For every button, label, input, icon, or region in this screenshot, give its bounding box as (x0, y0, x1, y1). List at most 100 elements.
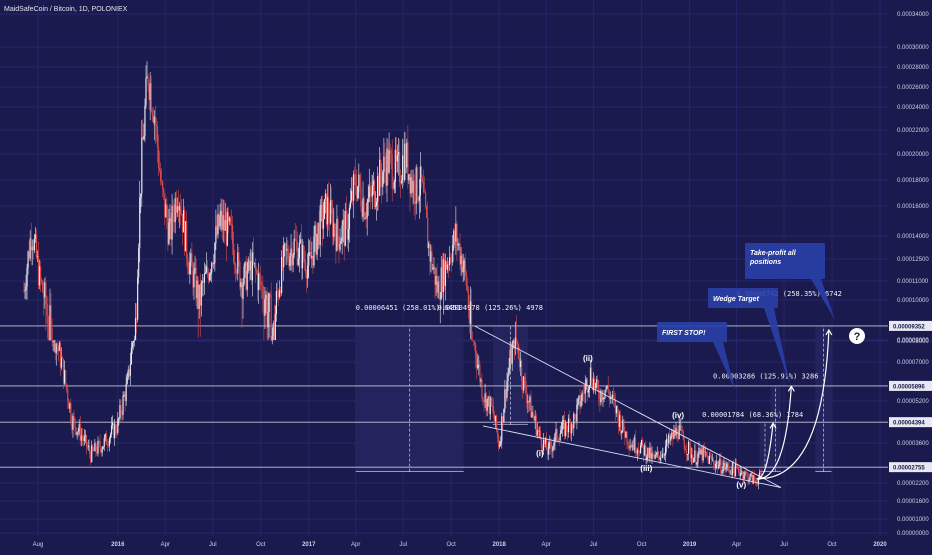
candle-body (509, 349, 511, 368)
candle-body (361, 206, 363, 217)
candle-body (485, 393, 487, 411)
candle-body (627, 442, 629, 445)
candle-body (616, 405, 619, 414)
candle-body (288, 258, 290, 267)
candle-body (701, 449, 703, 461)
candle-body (32, 246, 34, 251)
candle-body (457, 244, 459, 246)
candle-body (626, 431, 628, 443)
candle-body (69, 403, 71, 409)
candle-body (355, 174, 357, 186)
candle-body (296, 241, 298, 265)
candle-body (93, 449, 95, 452)
candle-body (295, 239, 297, 242)
candle-body (226, 212, 228, 246)
candle-body (440, 267, 442, 299)
candle-body (562, 419, 564, 422)
candle-body (157, 146, 160, 168)
candle-body (529, 396, 531, 403)
candle-body (729, 471, 731, 473)
candle-body (293, 238, 295, 256)
candle-body (523, 376, 525, 391)
candle-body (511, 343, 513, 364)
candle-body (405, 143, 407, 168)
candle-body (177, 206, 179, 211)
x-tick-label: 2017 (302, 542, 316, 548)
candle-body (566, 430, 569, 433)
candle-body (77, 431, 79, 432)
candle-body (539, 430, 541, 439)
candle-body (653, 455, 655, 459)
candle-body (306, 273, 308, 279)
candle-body (402, 155, 404, 181)
candle-body (124, 394, 126, 402)
candle-body (322, 218, 324, 229)
candle-body (475, 344, 477, 358)
candle-body (421, 178, 424, 182)
candle-body (406, 142, 408, 168)
measure-label: 0.00003286 (125.91%) 3286 (713, 372, 818, 380)
candle-body (283, 244, 285, 268)
candle-body (728, 466, 730, 472)
candle-body (702, 447, 704, 461)
y-axis-panel[interactable] (888, 0, 932, 550)
candle-body (252, 252, 255, 263)
candle-body (301, 245, 304, 269)
measure-label: 0.00006451 (258.01%) 6451 (356, 304, 461, 312)
candle-body (128, 369, 130, 377)
candle-body (418, 195, 420, 201)
candle-body (269, 293, 271, 296)
candle-body (452, 245, 454, 263)
wedge-upper-line (474, 325, 782, 488)
candle-body (222, 215, 224, 230)
candle-body (471, 340, 474, 341)
candle-body (246, 270, 248, 290)
candle-body (534, 416, 536, 421)
candle-body (215, 226, 217, 244)
candle-body (116, 431, 118, 433)
candle-body (61, 357, 64, 359)
candle-body (372, 180, 375, 186)
candle-body (234, 262, 236, 265)
candle-body (450, 257, 452, 262)
candle-body (603, 397, 605, 399)
candle-body (521, 360, 523, 382)
candle-body (455, 223, 457, 242)
candle-body (473, 340, 475, 342)
candle-body (632, 444, 634, 450)
level-tag (889, 462, 932, 473)
candle-body (557, 439, 559, 441)
candle-body (564, 422, 567, 436)
candle-body (255, 270, 258, 274)
candle-body (519, 360, 522, 368)
candle-body (420, 166, 423, 179)
candle-body (487, 396, 489, 400)
candle-body (667, 438, 669, 444)
candle-body (411, 177, 413, 193)
candle-body (207, 273, 210, 281)
candle-body (705, 451, 707, 456)
candle-body (379, 159, 381, 197)
x-axis-panel[interactable] (0, 536, 932, 550)
candle-body (281, 256, 283, 294)
candle-body (277, 292, 280, 298)
candle-body (709, 455, 712, 457)
candle-body (193, 270, 195, 288)
candle-body (395, 149, 397, 162)
candle-body (279, 290, 282, 294)
candle-body (337, 219, 339, 237)
candle-body (228, 217, 231, 222)
x-tick-label: Jul (209, 542, 217, 548)
candle-body (451, 261, 453, 263)
candle-body (635, 452, 637, 454)
candle-body (555, 429, 557, 434)
candle-body (392, 188, 394, 189)
candle-body (404, 143, 406, 180)
candle-body (543, 439, 546, 445)
candle-body (650, 447, 652, 460)
candle-body (132, 340, 135, 343)
x-tick-label: Oct (827, 542, 837, 548)
candle-body (37, 256, 40, 286)
candle-body (83, 436, 86, 441)
candle-body (588, 384, 591, 390)
